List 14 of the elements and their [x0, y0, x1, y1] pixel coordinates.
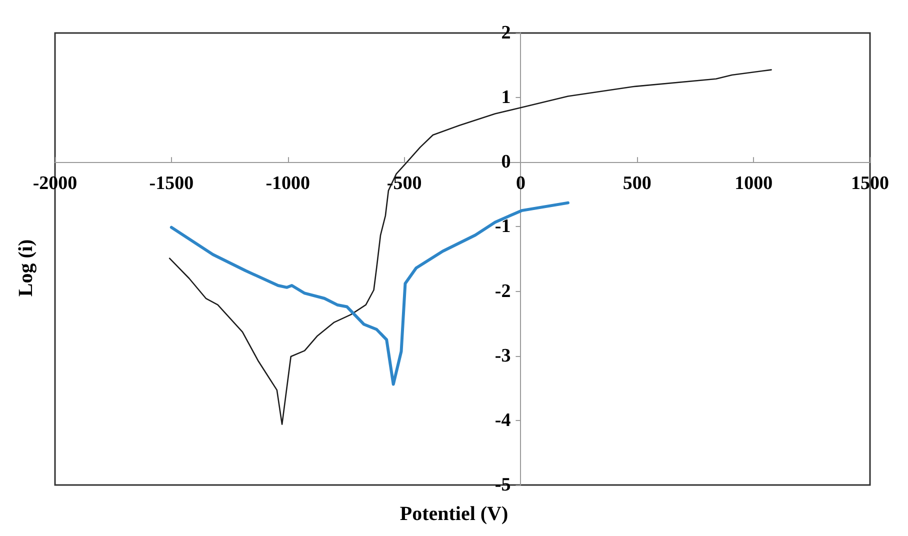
- line-series: [170, 201, 570, 386]
- x-tick-label: 500: [622, 173, 652, 194]
- x-tick-label: -1500: [149, 173, 194, 194]
- y-axis-title: Log (i): [15, 239, 37, 297]
- y-tick-label: -4: [494, 410, 512, 431]
- y-tick-label: 1: [501, 87, 511, 108]
- y-tick-label: -3: [494, 345, 511, 366]
- x-tick-label: 0: [516, 173, 526, 194]
- x-axis-title: Potentiel (V): [400, 503, 508, 525]
- y-tick-label: -1: [494, 216, 511, 238]
- x-tick-label: 1000: [734, 173, 773, 194]
- y-tick-label: -2: [494, 280, 511, 302]
- y-tick-label: 0: [501, 152, 511, 173]
- x-tick-label: -1000: [266, 173, 310, 194]
